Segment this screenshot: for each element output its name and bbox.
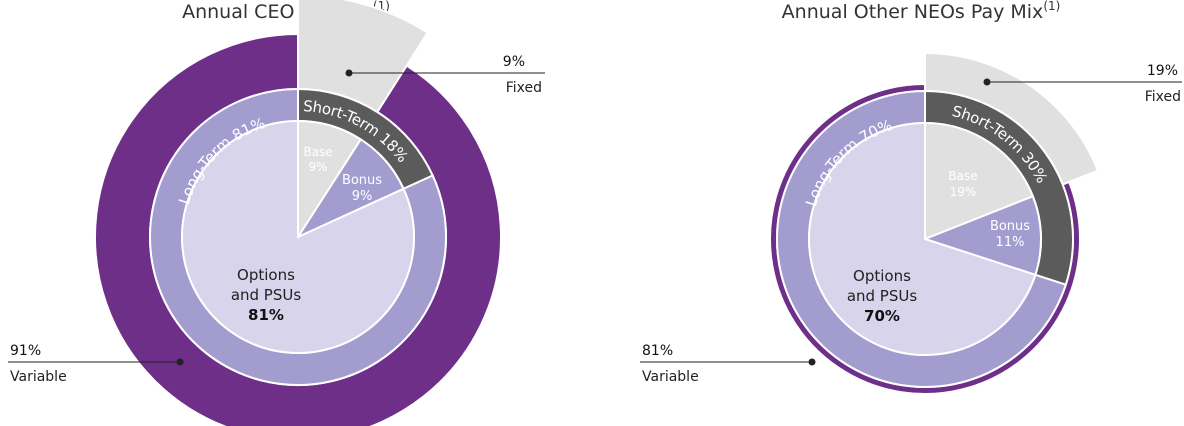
ceo-pie-options-and-psus-slice bbox=[181, 119, 415, 354]
ceo-fixed-pct: 9% bbox=[503, 54, 525, 70]
neo-pie-base-slice bbox=[924, 121, 1035, 241]
neo-chart-title: Annual Other NEOs Pay Mix(1) bbox=[782, 0, 1061, 23]
neo-variable-dot bbox=[808, 358, 816, 366]
ceo-fixed-callout: 9% Fixed bbox=[345, 54, 545, 96]
neo-options-label-line1: Options bbox=[853, 267, 911, 285]
neo-pie-options-and-psus-slice bbox=[808, 121, 1037, 356]
ceo-variable-label: Variable bbox=[10, 369, 67, 385]
ceo-options-label-line1: Options bbox=[237, 266, 295, 284]
ceo-slices bbox=[94, 0, 502, 426]
neo-base-pct: 19% bbox=[950, 185, 977, 199]
neo-chart: Annual Other NEOs Pay Mix(1) Long-Term 7… bbox=[640, 0, 1182, 395]
ceo-variable-pct: 91% bbox=[10, 343, 41, 359]
neo-bonus-pct: 11% bbox=[996, 235, 1025, 250]
ceo-fixed-label: Fixed bbox=[506, 80, 542, 96]
ceo-bonus-pct: 9% bbox=[352, 189, 373, 204]
ceo-base-pct: 9% bbox=[308, 160, 327, 174]
ceo-chart: Annual CEO Pay Mix(1) Long-Term 81% Shor… bbox=[8, 0, 545, 426]
ceo-bonus-label: Bonus bbox=[342, 173, 382, 188]
ceo-variable-callout: 91% Variable bbox=[8, 343, 184, 385]
neo-fixed-pct: 19% bbox=[1147, 63, 1178, 79]
ceo-variable-dot bbox=[176, 358, 184, 366]
neo-fixed-label: Fixed bbox=[1145, 89, 1181, 105]
neo-bonus-label: Bonus bbox=[990, 219, 1030, 234]
neo-fixed-callout: 19% Fixed bbox=[983, 63, 1182, 105]
neo-base-label: Base bbox=[948, 169, 977, 183]
ceo-options-label-line2: and PSUs bbox=[231, 286, 302, 304]
neo-fixed-dot bbox=[983, 78, 991, 86]
ceo-options-pct: 81% bbox=[248, 306, 284, 324]
ceo-fixed-dot bbox=[345, 69, 353, 77]
ceo-base-label: Base bbox=[303, 145, 332, 159]
neo-variable-pct: 81% bbox=[642, 343, 673, 359]
neo-slices bbox=[769, 51, 1100, 395]
neo-options-pct: 70% bbox=[864, 307, 900, 325]
neo-options-label-line2: and PSUs bbox=[847, 287, 918, 305]
neo-variable-callout: 81% Variable bbox=[640, 343, 816, 385]
neo-pie-bonus-slice bbox=[922, 194, 1042, 277]
neo-variable-label: Variable bbox=[642, 369, 699, 385]
